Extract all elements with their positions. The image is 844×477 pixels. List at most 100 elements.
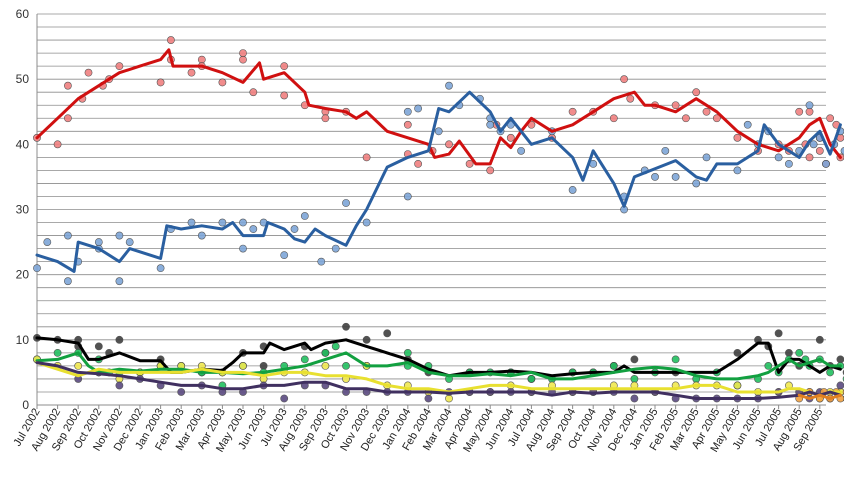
data-point-blue — [115, 277, 124, 286]
data-point-blue — [331, 244, 340, 253]
data-point-blue — [517, 146, 526, 155]
data-point-blue — [125, 238, 134, 246]
data-point-green — [795, 348, 804, 357]
data-point-black — [94, 342, 103, 351]
data-point-red — [682, 114, 690, 123]
data-point-red — [671, 101, 680, 110]
data-point-black — [785, 348, 793, 357]
data-point-black — [774, 329, 783, 338]
data-point-blue — [805, 101, 814, 110]
data-point-blue — [239, 218, 247, 227]
data-point-red — [280, 91, 289, 100]
data-point-blue — [403, 107, 412, 116]
y-tick-label: 20 — [16, 268, 30, 282]
data-point-yellow — [239, 361, 247, 370]
data-point-yellow — [733, 381, 742, 390]
data-point-yellow — [74, 361, 83, 370]
data-point-red — [403, 120, 412, 129]
data-point-red — [702, 107, 711, 116]
data-point-black — [733, 348, 742, 357]
data-point-purple — [280, 394, 289, 403]
y-tick-label: 40 — [16, 137, 30, 151]
data-point-red — [53, 140, 62, 149]
data-point-black — [836, 355, 844, 364]
data-point-green — [331, 342, 340, 351]
data-point-red — [115, 62, 124, 71]
series-yellow-line — [35, 361, 842, 397]
data-point-green — [764, 361, 773, 370]
data-point-red — [197, 55, 206, 64]
y-tick-label: 30 — [16, 203, 30, 217]
data-point-green — [300, 355, 309, 364]
series-blue-line — [35, 90, 842, 273]
data-point-black — [342, 322, 350, 331]
series-green-line — [35, 351, 842, 381]
data-point-blue — [403, 192, 412, 201]
data-point-blue — [692, 179, 701, 188]
data-point-green — [321, 348, 330, 357]
data-point-green — [53, 348, 62, 357]
data-point-blue — [64, 231, 72, 240]
data-point-red — [362, 153, 371, 162]
data-point-red — [465, 159, 474, 168]
data-point-blue — [568, 186, 577, 194]
data-point-red — [64, 81, 72, 90]
data-point-blue — [661, 146, 670, 155]
series-blue-points — [33, 81, 844, 286]
data-point-green — [403, 348, 412, 357]
data-point-red — [609, 114, 618, 123]
data-point-blue — [840, 146, 844, 155]
data-point-red — [414, 159, 423, 168]
data-point-blue — [671, 173, 680, 181]
data-point-red — [218, 78, 227, 87]
data-point-blue — [64, 277, 72, 286]
data-point-blue — [300, 212, 309, 220]
data-point-red — [626, 94, 635, 103]
data-point-yellow — [321, 361, 330, 370]
data-point-red — [486, 166, 495, 175]
data-point-blue — [33, 264, 41, 273]
data-point-red — [506, 133, 515, 142]
data-point-purple — [115, 381, 124, 390]
series-purple-line — [35, 361, 842, 400]
data-point-green — [630, 375, 639, 383]
y-tick-label: 50 — [16, 72, 30, 86]
data-point-blue — [317, 257, 326, 266]
data-point-red — [712, 114, 721, 123]
data-point-red — [84, 68, 93, 77]
data-point-red — [156, 78, 165, 87]
data-point-purple — [177, 388, 186, 396]
data-point-blue — [239, 244, 247, 253]
data-point-blue — [362, 218, 371, 227]
data-point-blue — [156, 264, 165, 273]
data-point-red — [620, 75, 629, 84]
data-point-blue — [445, 81, 453, 90]
data-point-blue — [733, 166, 742, 175]
data-point-blue — [702, 153, 711, 162]
data-point-red — [826, 114, 835, 123]
data-point-red — [445, 140, 453, 149]
data-point-green — [671, 355, 680, 364]
data-point-purple — [424, 394, 433, 403]
data-point-red — [692, 88, 701, 97]
data-point-red — [167, 36, 175, 44]
data-point-blue — [115, 231, 124, 240]
data-point-black — [383, 329, 392, 338]
data-point-blue — [187, 218, 196, 227]
data-point-black — [259, 361, 268, 370]
data-point-blue — [218, 218, 227, 227]
y-tick-label: 0 — [22, 398, 29, 412]
data-point-yellow — [445, 394, 453, 403]
data-point-red — [239, 49, 247, 57]
y-tick-label: 60 — [16, 7, 30, 21]
series-orange-line — [797, 393, 842, 400]
data-point-red — [280, 62, 289, 71]
data-point-red — [187, 68, 196, 77]
data-point-red — [64, 114, 72, 123]
data-point-blue — [434, 127, 443, 136]
data-point-red — [239, 55, 247, 64]
data-point-green — [609, 361, 618, 370]
